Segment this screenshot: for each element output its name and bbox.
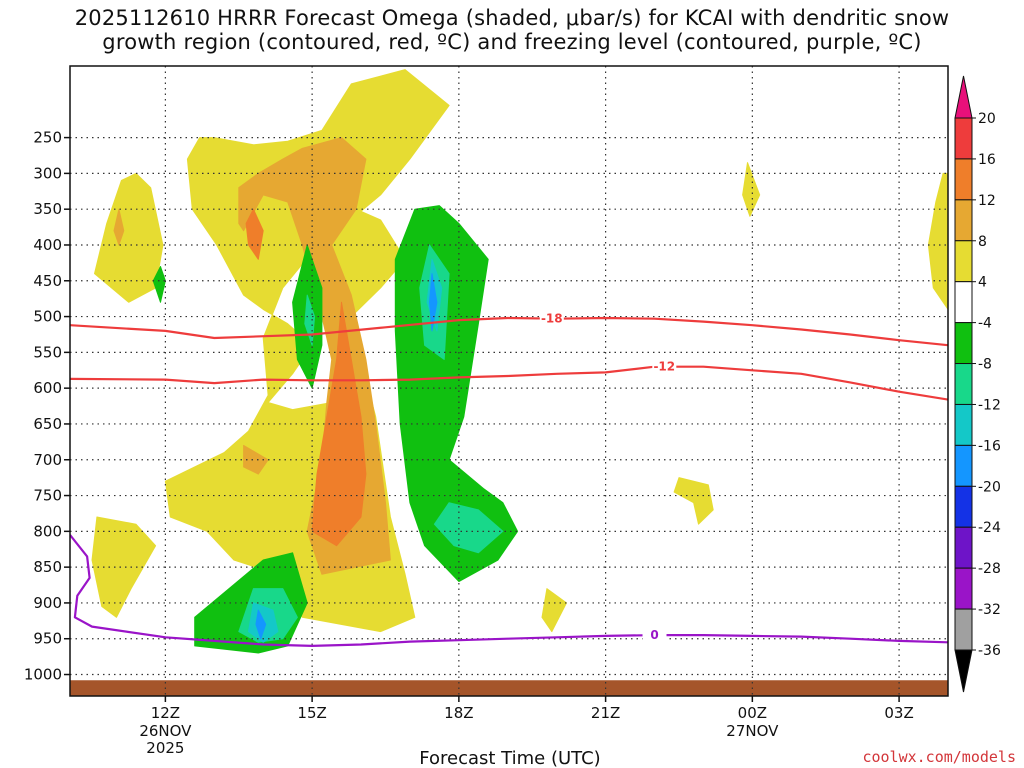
x-tick-sublabel-12Z-0: 26NOV — [139, 722, 192, 740]
omega-region-2-0 — [311, 301, 367, 547]
omega-region-1-1 — [113, 208, 125, 246]
contour-0 — [70, 316, 948, 347]
omega-region-0-5 — [742, 162, 761, 217]
colorbar: 20 16 12 8 4 -4 -8 -12 -16 -20 -24 -28 -32 -36 — [954, 75, 1001, 693]
x-tick-label-03Z: 03Z — [884, 704, 913, 722]
colorbar-box-0 — [954, 117, 973, 160]
colorbar-label-3: 8 — [978, 234, 987, 250]
colorbar-label-10: -24 — [978, 520, 1001, 536]
y-tick-label-350: 350 — [33, 200, 62, 218]
contour-label-bg-0 — [539, 311, 564, 326]
contour-label-1: -12 — [653, 360, 675, 374]
colorbar-box-11 — [954, 567, 973, 610]
x-tick-label-12Z: 12Z — [151, 704, 180, 722]
omega-region-0-0 — [94, 172, 164, 303]
colorbar-label-5: -4 — [978, 316, 992, 332]
omega-region-6-1 — [255, 609, 267, 640]
colorbar-box-1 — [954, 158, 973, 201]
colorbar-label-12: -32 — [978, 602, 1001, 618]
x-tick-label-15Z: 15Z — [297, 704, 326, 722]
y-tick-label-300: 300 — [33, 164, 62, 182]
colorbar-top-arrow — [954, 75, 973, 119]
y-tick-label-700: 700 — [33, 451, 62, 469]
temperature-contours: -18 -12 0 — [70, 311, 948, 647]
colorbar-box-5 — [954, 322, 973, 365]
x-tick-sublabel-00Z-0: 27NOV — [726, 722, 779, 740]
omega-region-6-0 — [429, 273, 438, 332]
colorbar-label-1: 16 — [978, 152, 996, 168]
omega-region-2-1 — [245, 208, 264, 260]
contour-label-bg-1 — [652, 359, 677, 374]
x-tick-label-21Z: 21Z — [591, 704, 620, 722]
y-tick-label-650: 650 — [33, 415, 62, 433]
contour-label-0: -18 — [541, 312, 563, 326]
x-tick-label-00Z: 00Z — [738, 704, 767, 722]
colorbar-label-2: 12 — [978, 193, 996, 209]
colorbar-label-9: -20 — [978, 479, 1001, 495]
ground-band — [70, 680, 948, 696]
x-tick-label-18Z: 18Z — [444, 704, 473, 722]
contour-2 — [70, 534, 948, 647]
colorbar-box-12 — [954, 608, 973, 651]
colorbar-box-2 — [954, 199, 973, 242]
y-tick-label-750: 750 — [33, 487, 62, 505]
x-axis-title: Forecast Time (UTC) — [419, 748, 600, 768]
omega-region-0-2 — [91, 516, 157, 618]
y-tick-label-1000: 1000 — [24, 666, 62, 684]
contour-label-bg-2 — [642, 628, 667, 643]
y-tick-label-800: 800 — [33, 522, 62, 540]
y-tick-label-950: 950 — [33, 630, 62, 648]
y-tick-label-400: 400 — [33, 236, 62, 254]
colorbar-box-7 — [954, 403, 973, 446]
colorbar-label-6: -8 — [978, 357, 992, 373]
omega-region-3-0 — [152, 266, 166, 303]
colorbar-label-0: 20 — [978, 111, 996, 127]
colorbar-box-8 — [954, 444, 973, 487]
y-tick-label-550: 550 — [33, 343, 62, 361]
omega-region-0-6 — [927, 172, 948, 310]
y-tick-label-250: 250 — [33, 129, 62, 147]
omega-shading — [91, 69, 948, 654]
x-tick-sublabel-12Z-1: 2025 — [146, 739, 184, 757]
contour-label-2: 0 — [650, 628, 658, 642]
colorbar-label-8: -16 — [978, 438, 1001, 454]
axes: 250 300 350 400 450 500 550 600 650 700 750 800 850 9… — [24, 65, 949, 757]
y-tick-label-450: 450 — [33, 272, 62, 290]
omega-region-0-3 — [541, 588, 567, 633]
colorbar-label-4: 4 — [978, 275, 987, 291]
y-tick-label-900: 900 — [33, 594, 62, 612]
omega-region-1-2 — [243, 444, 269, 475]
omega-region-4-2 — [433, 502, 504, 554]
colorbar-box-10 — [954, 526, 973, 569]
colorbar-label-13: -36 — [978, 643, 1001, 659]
colorbar-box-4 — [954, 281, 973, 324]
chart-title-line1: 2025112610 HRRR Forecast Omega (shaded, … — [74, 6, 950, 30]
colorbar-label-11: -28 — [978, 561, 1001, 577]
colorbar-box-9 — [954, 485, 973, 528]
ground-below-surface — [70, 680, 948, 696]
colorbar-label-7: -12 — [978, 397, 1001, 413]
chart-title: 2025112610 HRRR Forecast Omega (shaded, … — [0, 6, 1024, 54]
colorbar-box-3 — [954, 240, 973, 283]
y-tick-label-850: 850 — [33, 558, 62, 576]
credit-text: coolwx.com/models — [862, 748, 1016, 766]
omega-region-0-4 — [673, 477, 714, 525]
contour-1 — [70, 365, 948, 401]
colorbar-box-6 — [954, 363, 973, 405]
y-tick-label-500: 500 — [33, 308, 62, 326]
plot-frame — [69, 65, 949, 697]
colorbar-bottom-arrow — [954, 649, 973, 693]
dotted-grid — [70, 66, 948, 696]
chart-title-line2: growth region (contoured, red, ºC) and f… — [102, 30, 922, 54]
y-tick-label-600: 600 — [33, 379, 62, 397]
